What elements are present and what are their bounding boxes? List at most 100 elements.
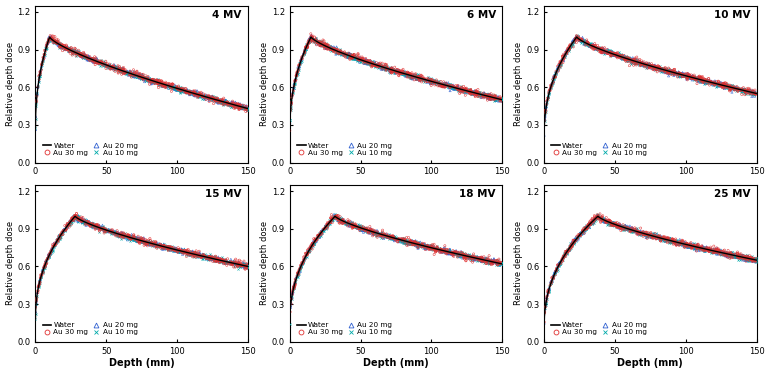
Point	[79, 52, 91, 58]
Point	[345, 223, 357, 229]
Point	[691, 246, 703, 252]
Point	[209, 96, 221, 102]
Point	[484, 260, 496, 266]
Point	[491, 262, 504, 268]
Point	[143, 76, 156, 82]
Point	[455, 88, 467, 94]
Point	[647, 231, 659, 237]
Point	[733, 87, 745, 93]
Point	[728, 86, 741, 92]
Point	[209, 257, 222, 263]
Point	[321, 221, 333, 227]
Point	[160, 83, 172, 89]
Point	[731, 250, 743, 256]
Point	[668, 67, 680, 73]
Point	[62, 221, 75, 227]
Point	[316, 41, 328, 47]
Point	[470, 254, 482, 260]
Point	[652, 234, 665, 240]
Point	[301, 45, 313, 50]
Point	[460, 87, 472, 93]
Point	[571, 36, 584, 42]
Point	[59, 44, 72, 50]
Point	[228, 102, 240, 108]
Point	[483, 258, 495, 264]
Point	[205, 254, 217, 260]
Point	[316, 228, 328, 234]
Point	[619, 57, 631, 63]
Point	[155, 80, 167, 86]
Point	[425, 82, 437, 88]
Point	[49, 39, 61, 45]
Point	[52, 237, 64, 243]
Point	[554, 261, 566, 267]
Point	[483, 93, 495, 99]
Point	[115, 66, 127, 72]
Point	[300, 251, 313, 257]
Point	[326, 217, 339, 223]
Point	[742, 258, 755, 264]
Point	[210, 257, 223, 263]
Point	[427, 246, 440, 252]
Point	[142, 240, 154, 246]
Point	[75, 218, 88, 224]
Point	[573, 234, 585, 240]
Point	[239, 261, 251, 267]
Point	[83, 57, 95, 63]
Point	[400, 238, 412, 244]
Point	[363, 228, 376, 234]
Point	[685, 241, 697, 247]
Point	[228, 261, 240, 267]
Point	[390, 68, 402, 74]
Point	[379, 64, 391, 70]
Point	[331, 47, 343, 53]
Point	[439, 248, 451, 254]
Point	[447, 85, 460, 91]
Point	[400, 238, 413, 244]
Point	[655, 234, 668, 240]
Point	[484, 92, 496, 98]
Point	[543, 90, 555, 96]
Point	[543, 286, 555, 292]
Point	[335, 218, 347, 224]
Point	[614, 223, 626, 229]
Point	[651, 235, 663, 241]
Point	[74, 50, 86, 56]
Point	[467, 255, 480, 261]
Point	[684, 242, 696, 248]
Point	[359, 59, 371, 65]
Point	[333, 50, 345, 56]
Point	[578, 40, 590, 46]
Point	[660, 238, 672, 244]
Point	[93, 59, 105, 65]
Point	[428, 245, 440, 251]
Point	[350, 53, 362, 59]
Point	[566, 40, 578, 46]
Point	[114, 66, 126, 72]
Point	[350, 56, 362, 62]
Point	[230, 261, 243, 267]
Point	[105, 65, 118, 71]
Point	[128, 232, 140, 238]
Point	[635, 232, 648, 238]
Point	[152, 79, 165, 85]
Point	[188, 89, 200, 95]
Point	[607, 49, 619, 55]
Point	[628, 59, 641, 65]
Point	[350, 57, 363, 63]
Point	[354, 59, 367, 65]
Point	[75, 216, 88, 222]
Point	[609, 51, 621, 57]
Point	[84, 56, 96, 62]
Point	[640, 65, 652, 71]
Point	[407, 74, 420, 80]
Point	[35, 272, 48, 278]
Point	[30, 100, 42, 106]
Point	[413, 242, 425, 248]
Point	[660, 67, 672, 73]
Point	[133, 71, 146, 77]
Point	[463, 90, 475, 96]
Point	[423, 78, 435, 84]
Point	[116, 65, 128, 71]
Point	[546, 279, 558, 285]
